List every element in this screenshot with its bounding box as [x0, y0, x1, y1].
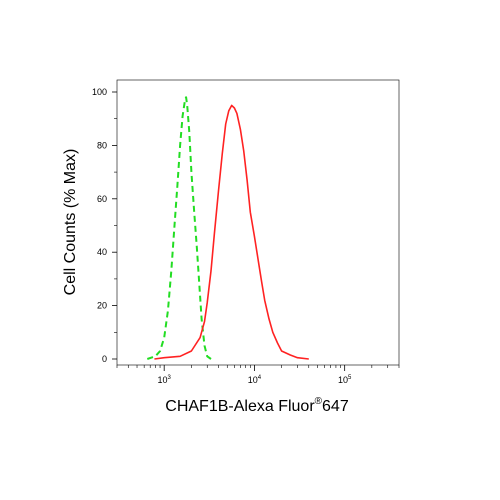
y-tick-label: 80	[97, 140, 107, 150]
x-tick-exponent: 5	[348, 375, 352, 381]
x-axis: 103 104 105	[116, 365, 400, 385]
x-axis-title-superscript: ®	[315, 396, 323, 407]
control-histogram-line	[146, 96, 212, 360]
x-axis-title: CHAF1B-Alexa Fluor®647	[165, 396, 349, 415]
x-tick-base: 10	[338, 375, 348, 385]
x-tick-base: 10	[158, 375, 168, 385]
x-tick-exponent: 3	[168, 375, 172, 381]
series-layer	[146, 96, 309, 360]
sample-histogram-line	[154, 104, 309, 360]
y-tick-label: 100	[92, 87, 107, 97]
y-axis: 0 20 40 60 80 100	[92, 87, 117, 364]
x-tick-base: 10	[248, 375, 258, 385]
y-tick-label: 60	[97, 194, 107, 204]
x-tick-exponent: 4	[258, 375, 262, 381]
y-tick-label: 40	[97, 247, 107, 257]
y-tick-label: 0	[102, 354, 107, 364]
y-axis-title: Cell Counts (% Max)	[62, 149, 79, 296]
x-axis-title-suffix: 647	[322, 398, 349, 415]
x-tick-label: 105	[338, 375, 352, 385]
x-tick-label: 103	[158, 375, 172, 385]
x-axis-title-main: CHAF1B-Alexa Fluor	[165, 398, 315, 415]
plot-frame	[116, 79, 400, 366]
x-tick-label: 104	[248, 375, 262, 385]
y-tick-label: 20	[97, 301, 107, 311]
